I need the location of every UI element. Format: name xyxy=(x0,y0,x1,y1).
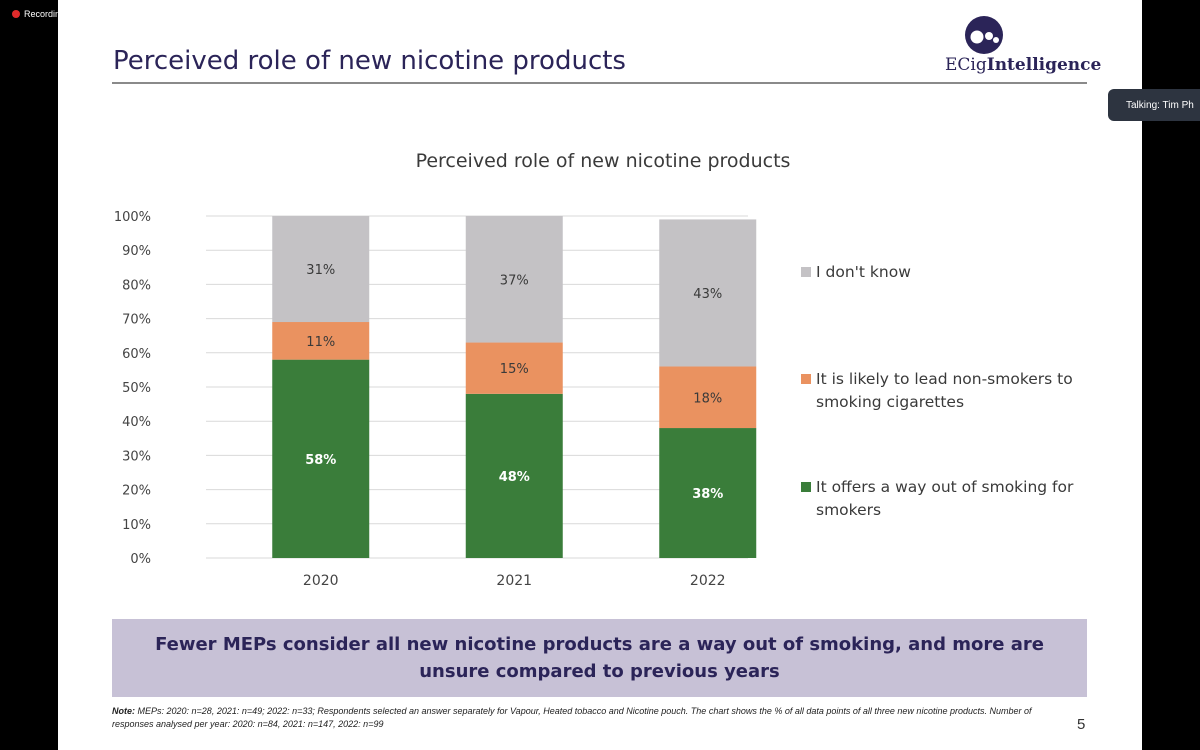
y-tick-label: 30% xyxy=(122,449,151,464)
bar-segment xyxy=(465,342,563,394)
bar-segment xyxy=(465,216,563,343)
y-tick-label: 20% xyxy=(122,484,151,499)
bar-segment xyxy=(659,366,757,429)
y-tick-label: 50% xyxy=(122,381,151,396)
data-label: 48% xyxy=(499,470,530,485)
callout-text: Fewer MEPs consider all new nicotine pro… xyxy=(155,634,1044,682)
legend-label: It is likely to lead non-smokers to smok… xyxy=(816,370,1073,411)
logo-wordmark: ECigIntelligence xyxy=(945,55,1101,75)
legend-swatch xyxy=(801,374,811,384)
chart-area: Perceived role of new nicotine products … xyxy=(58,0,1142,610)
legend-swatch xyxy=(801,267,811,277)
data-label: 38% xyxy=(692,487,723,502)
x-tick-label: 2021 xyxy=(496,573,532,589)
slide-title: Perceived role of new nicotine products xyxy=(113,46,626,76)
presentation-slide: Perceived role of new nicotine products … xyxy=(58,0,1142,750)
footnote: Note: MEPs: 2020: n=28, 2021: n=49; 2022… xyxy=(112,705,1072,731)
data-label: 43% xyxy=(693,287,722,302)
stacked-bar-chart: 0% 10% 20% 30% 40% 50% 60% 70% 80% 90% 100% 58% 11% 3… xyxy=(114,210,757,589)
legend-item: It offers a way out of smoking for smoke… xyxy=(801,476,1101,522)
key-finding-callout: Fewer MEPs consider all new nicotine pro… xyxy=(112,619,1087,697)
data-label: 37% xyxy=(500,273,529,288)
bar-segment xyxy=(272,322,370,360)
data-label: 15% xyxy=(500,362,529,377)
y-tick-label: 0% xyxy=(130,552,151,567)
logo-text-regular: ECig xyxy=(945,55,987,75)
ecig-logo-icon xyxy=(965,16,1003,54)
recording-indicator: Recording xyxy=(12,6,65,22)
legend-item: It is likely to lead non-smokers to smok… xyxy=(801,368,1101,414)
legend-item: I don't know xyxy=(801,261,1101,284)
y-tick-label: 40% xyxy=(122,415,151,430)
y-tick-label: 60% xyxy=(122,347,151,362)
bar-segment xyxy=(465,393,563,558)
y-tick-label: 10% xyxy=(122,518,151,533)
bar-segment xyxy=(272,216,370,323)
y-tick-label: 70% xyxy=(122,313,151,328)
bar-segment xyxy=(659,219,757,367)
legend-label: It offers a way out of smoking for smoke… xyxy=(816,478,1074,519)
y-tick-label: 90% xyxy=(122,244,151,259)
bar-segment xyxy=(272,359,370,558)
recording-label: Recording xyxy=(24,9,66,19)
page-number: 5 xyxy=(1077,716,1086,733)
data-label: 58% xyxy=(305,453,336,468)
x-tick-label: 2020 xyxy=(303,573,339,589)
data-label: 18% xyxy=(693,391,722,406)
title-divider xyxy=(112,82,1087,84)
record-dot-icon xyxy=(12,10,20,18)
data-label: 11% xyxy=(306,335,335,350)
footnote-text: MEPs: 2020: n=28, 2021: n=49; 2022: n=33… xyxy=(112,706,1032,729)
legend-swatch xyxy=(801,482,811,492)
y-tick-label: 80% xyxy=(122,278,151,293)
bar-segment xyxy=(659,428,757,558)
data-label: 31% xyxy=(306,263,335,278)
talking-indicator: Talking: Tim Ph xyxy=(1108,89,1200,121)
y-tick-label: 100% xyxy=(114,210,151,225)
footnote-label: Note: xyxy=(112,706,135,716)
legend-label: I don't know xyxy=(816,263,911,281)
x-tick-label: 2022 xyxy=(690,573,726,589)
logo-text-bold: Intelligence xyxy=(986,55,1102,75)
chart-title: Perceived role of new nicotine products xyxy=(415,150,791,172)
